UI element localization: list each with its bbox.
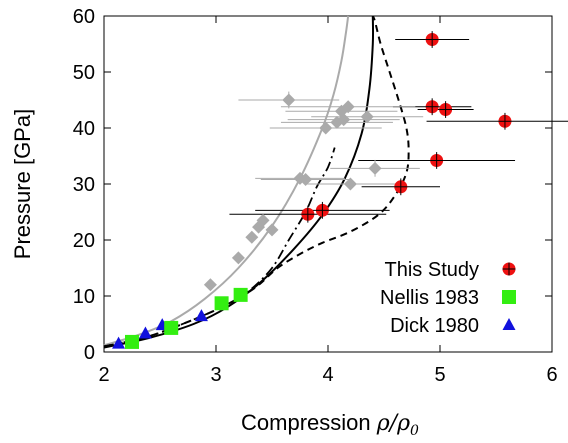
triangle-data-point xyxy=(138,326,152,339)
legend-label: This Study xyxy=(385,259,479,281)
diamond-data-point xyxy=(341,100,355,114)
diamond-data-point xyxy=(231,251,245,265)
error-bars xyxy=(229,31,568,223)
legend: This Study Nellis 1983 Dick 1980 xyxy=(380,259,516,337)
x-tick-label: 4 xyxy=(322,364,333,386)
x-axis-label-sub: 0 xyxy=(410,423,419,439)
diamond-data-point xyxy=(282,93,296,107)
diamond-data-point xyxy=(343,177,357,191)
legend-triangle-marker xyxy=(502,318,516,330)
x-tick-label: 5 xyxy=(434,364,445,386)
triangle-data-point xyxy=(194,309,208,322)
square-data-point xyxy=(164,320,179,335)
y-tick-label: 30 xyxy=(73,174,95,196)
y-tick-label: 50 xyxy=(73,62,95,84)
legend-square-marker xyxy=(502,290,516,304)
x-axis-label: Compression ρ/ρ0 xyxy=(241,410,419,439)
curve-dash-dot-black xyxy=(103,147,336,348)
curve-solid-gray xyxy=(103,15,350,347)
x-tick-label: 2 xyxy=(98,364,109,386)
diamond-data-point xyxy=(337,113,351,127)
x-tick-label: 6 xyxy=(546,364,557,386)
axis-ticks xyxy=(103,15,553,353)
y-axis-label: Pressure [GPa] xyxy=(10,109,35,259)
diamond-data-point xyxy=(319,121,333,135)
diamond-data-point xyxy=(368,161,382,175)
curve-solid-black xyxy=(103,15,375,349)
triangle-data-point xyxy=(112,336,126,349)
y-tick-label: 10 xyxy=(73,286,95,308)
x-axis-label-prefix: Compression xyxy=(241,410,377,435)
curve-dashed-black xyxy=(103,15,410,348)
diamond-data-point xyxy=(256,213,270,227)
y-tick-label: 60 xyxy=(73,6,95,28)
y-tick-label: 20 xyxy=(73,230,95,252)
square-data-point xyxy=(233,287,248,302)
legend-label: Nellis 1983 xyxy=(380,287,479,309)
data-markers xyxy=(112,33,512,349)
legend-label: Dick 1980 xyxy=(390,315,479,337)
square-data-point xyxy=(214,296,229,311)
model-curves xyxy=(103,15,410,349)
diamond-data-point xyxy=(360,110,374,124)
x-axis-label-math: ρ/ρ xyxy=(376,411,410,436)
y-tick-label: 0 xyxy=(84,342,95,364)
x-tick-label: 3 xyxy=(210,364,221,386)
diamond-data-point xyxy=(299,173,313,187)
diamond-data-point xyxy=(245,230,259,244)
y-tick-label: 40 xyxy=(73,118,95,140)
diamond-data-point xyxy=(265,223,279,237)
square-data-point xyxy=(125,334,139,349)
diamond-data-point xyxy=(203,278,217,292)
